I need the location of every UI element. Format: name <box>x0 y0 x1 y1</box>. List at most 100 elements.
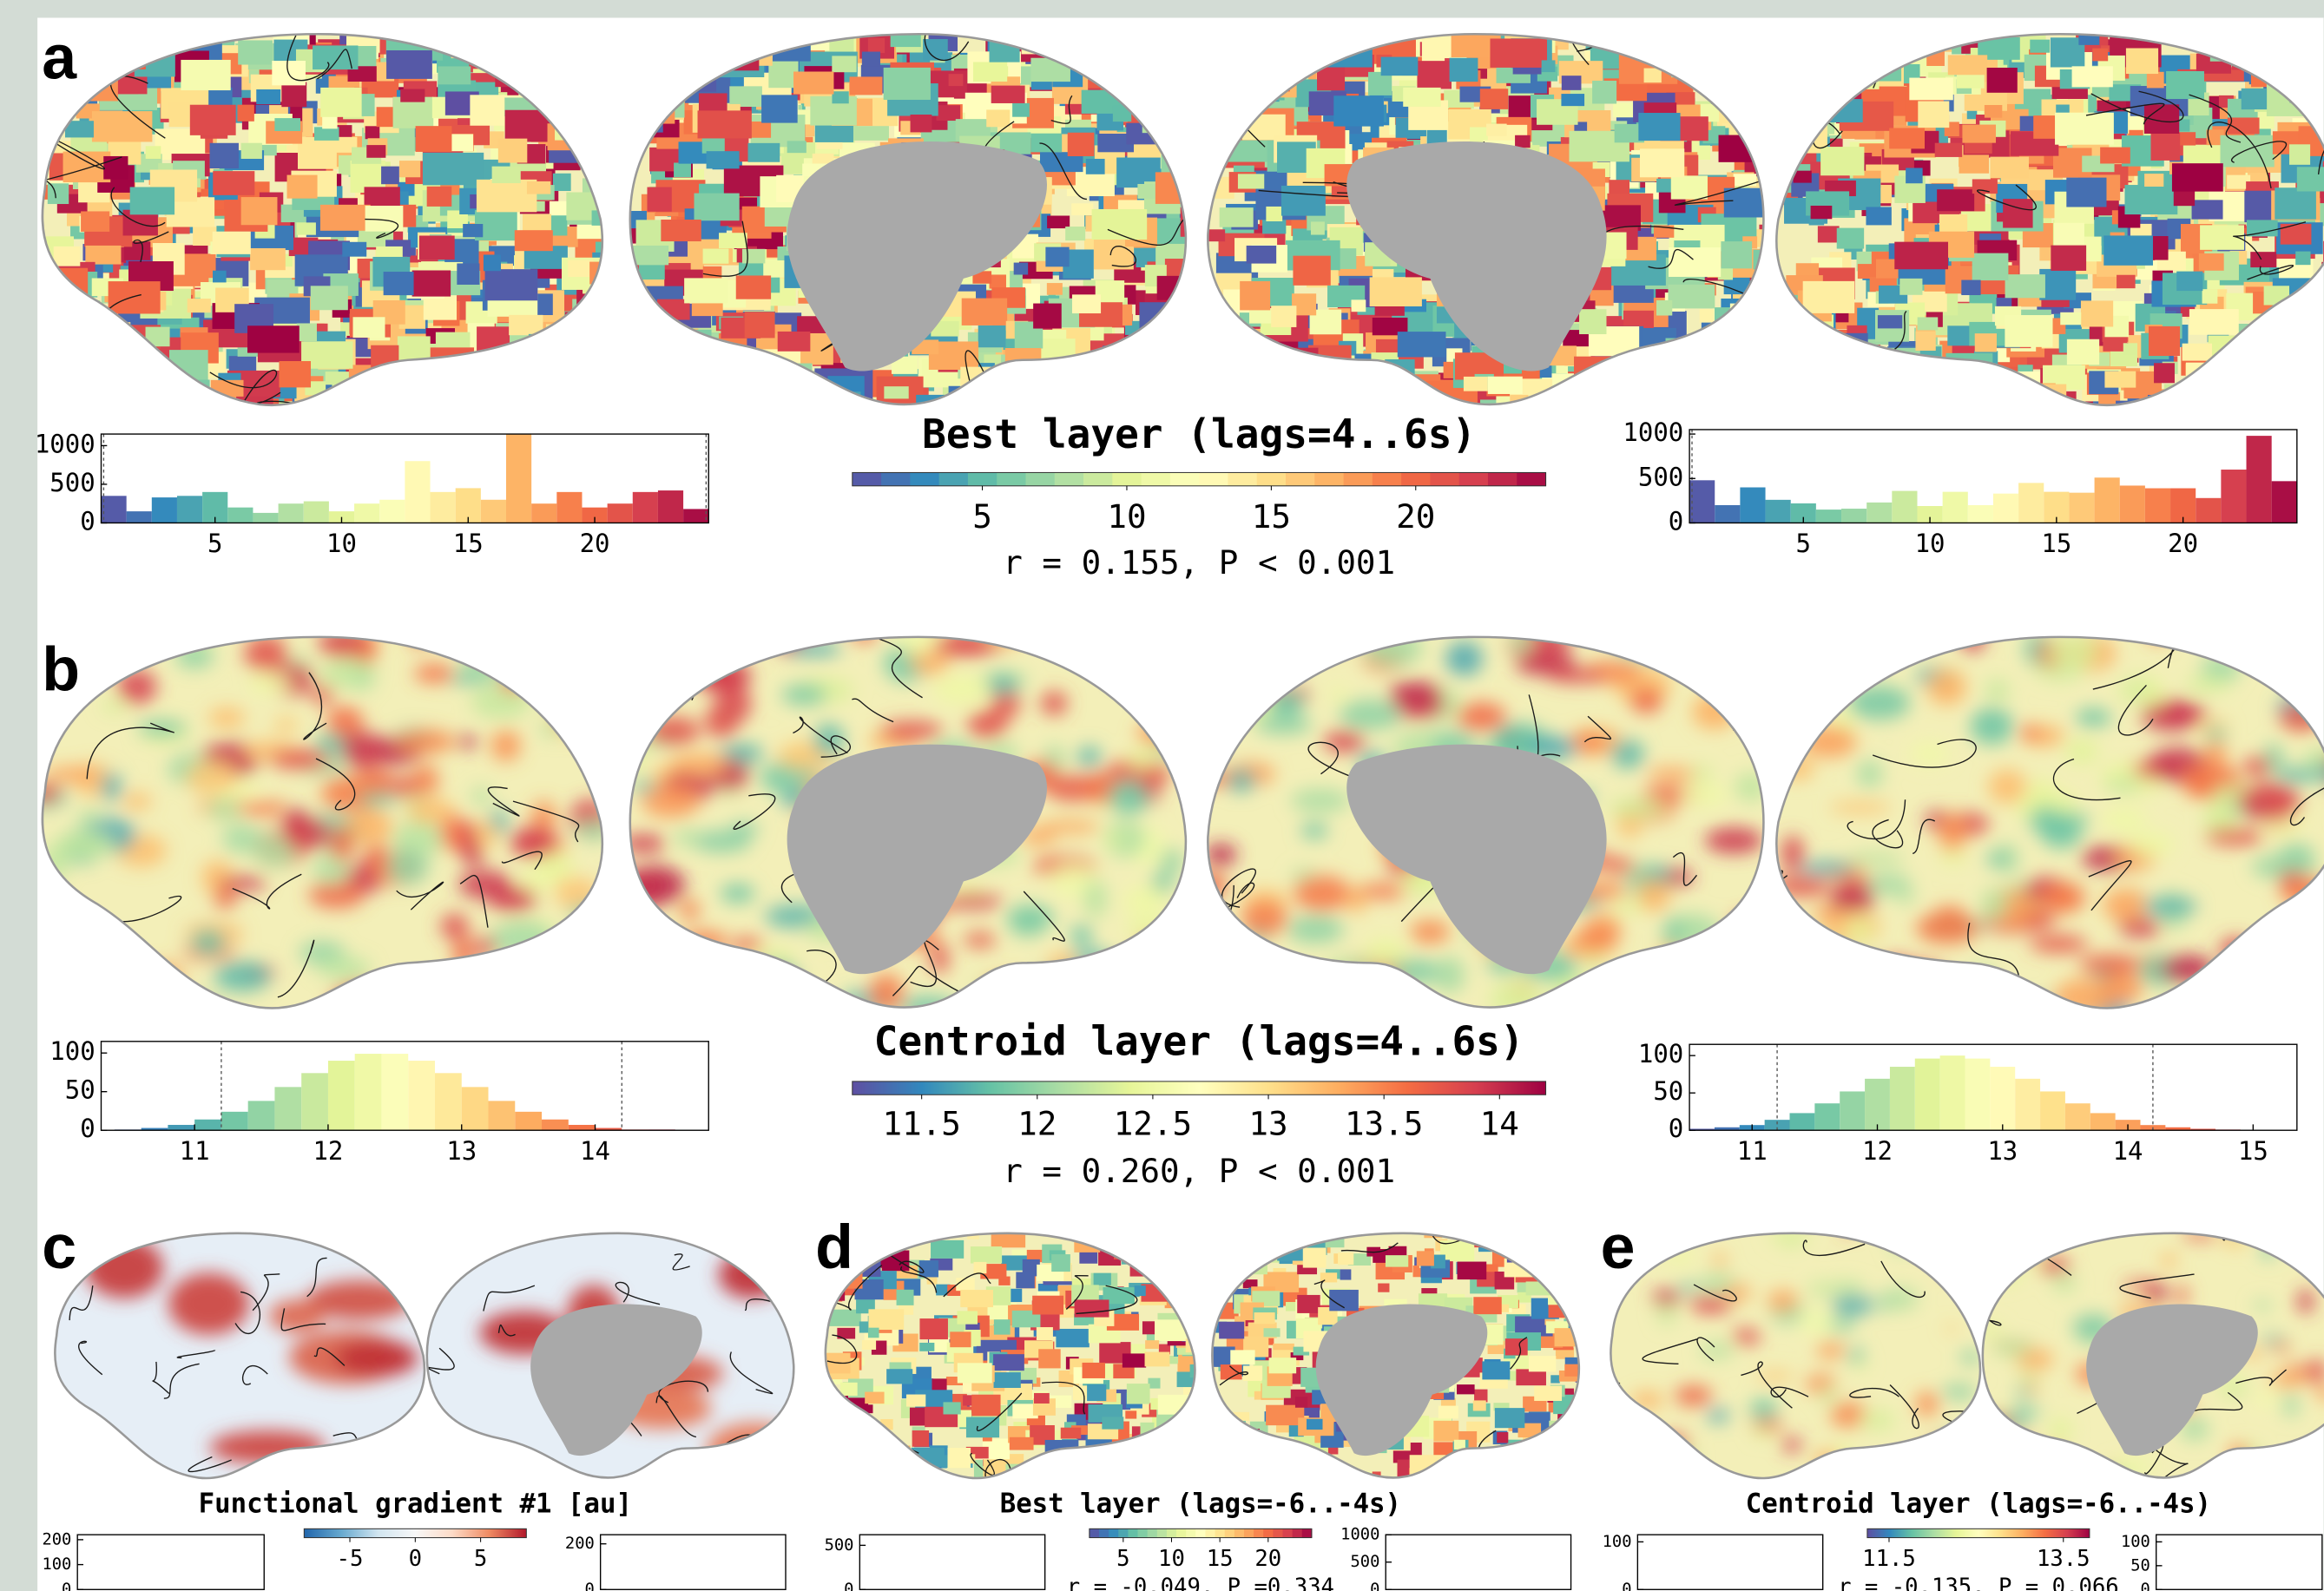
surface-patch <box>1240 281 1270 310</box>
surface-patch <box>2123 343 2137 355</box>
surface-blob <box>1071 925 1091 947</box>
surface-patch <box>647 187 671 212</box>
surface-patch <box>1562 76 1582 90</box>
surface-patch <box>994 1372 1021 1388</box>
surface-patch <box>868 1328 879 1338</box>
surface-blob <box>1940 851 1966 865</box>
surface-patch <box>1220 207 1254 227</box>
surface-patch <box>1450 58 1478 82</box>
surface-patch <box>2055 113 2114 145</box>
surface-patch <box>919 1343 934 1351</box>
surface-blob <box>249 673 293 694</box>
surface-patch <box>703 249 729 264</box>
surface-patch <box>1959 154 1990 173</box>
surface-patch <box>2176 272 2202 291</box>
surface-patch <box>778 332 811 352</box>
surface-patch <box>279 361 311 387</box>
surface-patch <box>470 95 504 125</box>
surface-patch <box>1948 55 1987 75</box>
surface-patch <box>2003 199 2032 227</box>
surface-patch <box>2072 66 2113 87</box>
surface-patch <box>1293 256 1330 286</box>
surface-blob <box>1323 731 1365 753</box>
surface-patch <box>553 174 571 191</box>
surface-patch <box>492 167 521 183</box>
surface-patch <box>314 127 339 141</box>
surface-patch <box>210 143 239 168</box>
surface-blob <box>1847 852 1905 865</box>
surface-patch <box>146 146 161 159</box>
surface-patch <box>399 161 420 177</box>
surface-patch <box>633 246 668 265</box>
surface-patch <box>923 39 948 61</box>
surface-blob <box>311 686 333 704</box>
surface-blob <box>781 684 826 705</box>
surface-patch <box>2060 312 2081 325</box>
surface-blob <box>1609 798 1666 819</box>
surface-blob <box>2099 973 2143 1003</box>
surface-blob <box>191 930 225 955</box>
surface-blob <box>1647 767 1696 780</box>
surface-blob <box>930 944 949 974</box>
surface-blob <box>675 829 700 846</box>
surface-blob <box>633 780 655 793</box>
surface-blob <box>201 861 233 894</box>
surface-patch <box>911 115 932 132</box>
surface-patch <box>2149 326 2180 356</box>
surface-patch <box>1609 180 1629 194</box>
surface-blob <box>101 700 128 713</box>
surface-patch <box>1032 1296 1063 1315</box>
surface-patch <box>886 1369 912 1384</box>
surface-patch <box>1961 280 1980 295</box>
surface-patch <box>2182 344 2212 361</box>
surface-patch <box>1065 227 1085 240</box>
surface-patch <box>1656 300 1672 316</box>
surface-patch <box>937 105 961 121</box>
surface-patch <box>85 246 121 265</box>
surface-patch <box>2067 339 2099 365</box>
surface-patch <box>2295 252 2310 266</box>
surface-patch <box>54 247 81 266</box>
surface-patch <box>973 1262 986 1273</box>
surface-patch <box>1034 1393 1050 1404</box>
surface-patch <box>250 248 286 270</box>
surface-patch <box>1542 60 1556 72</box>
surface-patch <box>1985 105 2002 118</box>
surface-patch <box>2154 363 2175 383</box>
surface-blob <box>396 730 455 753</box>
surface-patch <box>761 95 798 122</box>
surface-blob <box>680 900 699 920</box>
surface-patch <box>745 312 775 338</box>
surface-patch <box>884 68 931 100</box>
surface-patch <box>1127 1384 1150 1404</box>
surface-blob <box>1605 858 1634 874</box>
surface-patch <box>1962 125 1996 143</box>
surface-patch <box>639 263 665 279</box>
surface-patch <box>241 197 278 225</box>
surface-patch <box>2221 135 2275 168</box>
surface-blob <box>1630 687 1662 713</box>
surface-blob <box>386 849 429 885</box>
surface-patch <box>986 109 1010 127</box>
surface-patch <box>208 88 232 107</box>
surface-patch <box>2166 71 2204 99</box>
surface-patch <box>311 286 348 310</box>
surface-patch <box>400 89 425 102</box>
surface-patch <box>862 52 880 67</box>
surface-blob <box>458 735 477 748</box>
surface-patch <box>2005 315 2052 347</box>
surface-patch <box>862 1340 876 1350</box>
surface-blob <box>1971 707 2013 745</box>
surface-patch <box>2189 309 2239 335</box>
surface-blob <box>1389 681 1442 703</box>
surface-patch <box>1047 283 1063 295</box>
surface-patch <box>971 1395 1000 1417</box>
surface-patch <box>1378 1284 1389 1292</box>
surface-patch <box>1669 247 1721 277</box>
surface-blob <box>335 1340 418 1377</box>
surface-patch <box>463 224 483 237</box>
surface-patch <box>1033 304 1062 329</box>
surface-patch <box>1579 309 1606 334</box>
surface-patch <box>416 126 452 152</box>
surface-blob <box>1985 853 2009 866</box>
